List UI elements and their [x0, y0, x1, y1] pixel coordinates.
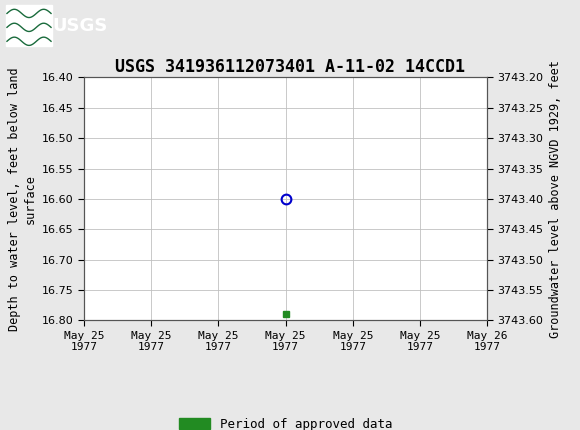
Y-axis label: Depth to water level, feet below land
surface: Depth to water level, feet below land su…: [8, 67, 37, 331]
Bar: [6, 5, 52, 46]
Text: USGS: USGS: [52, 17, 107, 35]
Legend: Period of approved data: Period of approved data: [174, 412, 397, 430]
Text: USGS 341936112073401 A-11-02 14CCD1: USGS 341936112073401 A-11-02 14CCD1: [115, 58, 465, 76]
Y-axis label: Groundwater level above NGVD 1929, feet: Groundwater level above NGVD 1929, feet: [549, 60, 562, 338]
